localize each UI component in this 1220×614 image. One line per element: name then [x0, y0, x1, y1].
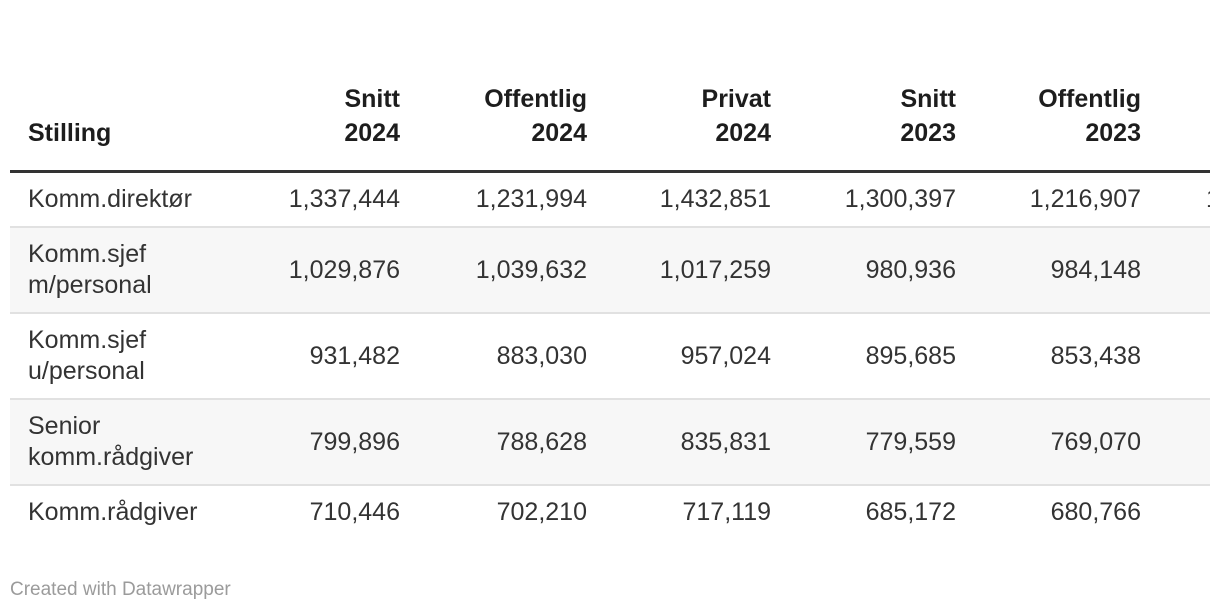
- col-header-privat-2024: Privat 2024: [587, 3, 771, 173]
- value-cell: 931,482: [215, 312, 400, 399]
- header-label: Stilling: [28, 119, 112, 147]
- value-cell: 769,070: [956, 398, 1141, 485]
- clipped-value-cell: [1141, 226, 1210, 313]
- header-label: 2023: [1085, 119, 1141, 147]
- header-label: 2024: [344, 119, 400, 147]
- value-cell: 799,896: [215, 398, 400, 485]
- value-cell: 788,628: [400, 398, 587, 485]
- value-cell: 1,337,444: [288, 185, 400, 213]
- header-label: Offentlig: [1038, 85, 1141, 113]
- value-cell: 680,766: [956, 484, 1141, 539]
- value-cell: 1,432,851: [659, 185, 771, 213]
- value-cell: 717,119: [587, 484, 771, 539]
- col-header-offentlig-2023: Offentlig 2023: [956, 3, 1141, 173]
- header-label: 2023: [900, 119, 956, 147]
- value-cell: 1,039,632: [400, 226, 587, 313]
- value-cell: 685,172: [771, 484, 956, 539]
- header-label: Snitt: [900, 85, 956, 113]
- table-row: Senior komm.rådgiver 799,896 788,628 835…: [10, 398, 1210, 485]
- value-cell: 1,300,397: [844, 185, 956, 213]
- value-cell: 853,438: [956, 312, 1141, 399]
- col-header-snitt-2023: Snitt 2023: [771, 3, 956, 173]
- clipped-value-cell: [1141, 398, 1210, 485]
- clipped-value-cell: 1,4: [1141, 172, 1210, 228]
- value-cell: 1,029,876: [215, 226, 400, 313]
- header-label: Snitt: [344, 85, 400, 113]
- row-label-cell: Komm.direktør: [28, 185, 192, 213]
- col-header-offentlig-2024: Offentlig 2024: [400, 3, 587, 173]
- datawrapper-credit-link[interactable]: Created with Datawrapper: [10, 579, 231, 600]
- clipped-value-cell: [1141, 484, 1210, 539]
- header-label: Privat: [701, 85, 771, 113]
- value-cell: 883,030: [400, 312, 587, 399]
- row-label-cell: Komm.sjef u/personal: [10, 312, 215, 399]
- header-label: 2024: [715, 119, 771, 147]
- value-cell: 702,210: [400, 484, 587, 539]
- table-clip-area: Stilling Snitt 2024 Offentlig 2024 Priva…: [10, 3, 1210, 559]
- value-cell: 835,831: [587, 398, 771, 485]
- row-label-cell: Komm.sjef m/personal: [10, 226, 215, 313]
- row-label-cell: Komm.rådgiver: [10, 484, 215, 539]
- col-header-stilling: Stilling: [10, 3, 215, 173]
- header-row: Stilling Snitt 2024 Offentlig 2024 Priva…: [10, 3, 1210, 173]
- table-body: Komm.direktør 1,337,444 1,231,994 1,432,…: [10, 172, 1210, 539]
- value-cell: 957,024: [587, 312, 771, 399]
- row-label-cell: Senior komm.rådgiver: [10, 398, 215, 485]
- table-row: Komm.sjef m/personal 1,029,876 1,039,632…: [10, 226, 1210, 313]
- value-cell: 1,231,994: [475, 185, 587, 213]
- table-row: Komm.direktør 1,337,444 1,231,994 1,432,…: [10, 172, 1210, 228]
- value-cell: 895,685: [771, 312, 956, 399]
- col-header-snitt-2024: Snitt 2024: [215, 3, 400, 173]
- clipped-value-cell: [1141, 312, 1210, 399]
- value-cell: 710,446: [215, 484, 400, 539]
- value-cell: 779,559: [771, 398, 956, 485]
- col-header-clipped: [1141, 3, 1210, 173]
- table-row: Komm.rådgiver 710,446 702,210 717,119 68…: [10, 484, 1210, 539]
- value-cell: 984,148: [956, 226, 1141, 313]
- value-cell: 1,216,907: [1029, 185, 1141, 213]
- table-row: Komm.sjef u/personal 931,482 883,030 957…: [10, 312, 1210, 399]
- table-header: Stilling Snitt 2024 Offentlig 2024 Priva…: [10, 3, 1210, 173]
- header-label: 2024: [531, 119, 587, 147]
- value-cell: 980,936: [771, 226, 956, 313]
- header-label: Offentlig: [484, 85, 587, 113]
- value-cell: 1,017,259: [587, 226, 771, 313]
- salary-table: Stilling Snitt 2024 Offentlig 2024 Priva…: [10, 3, 1210, 539]
